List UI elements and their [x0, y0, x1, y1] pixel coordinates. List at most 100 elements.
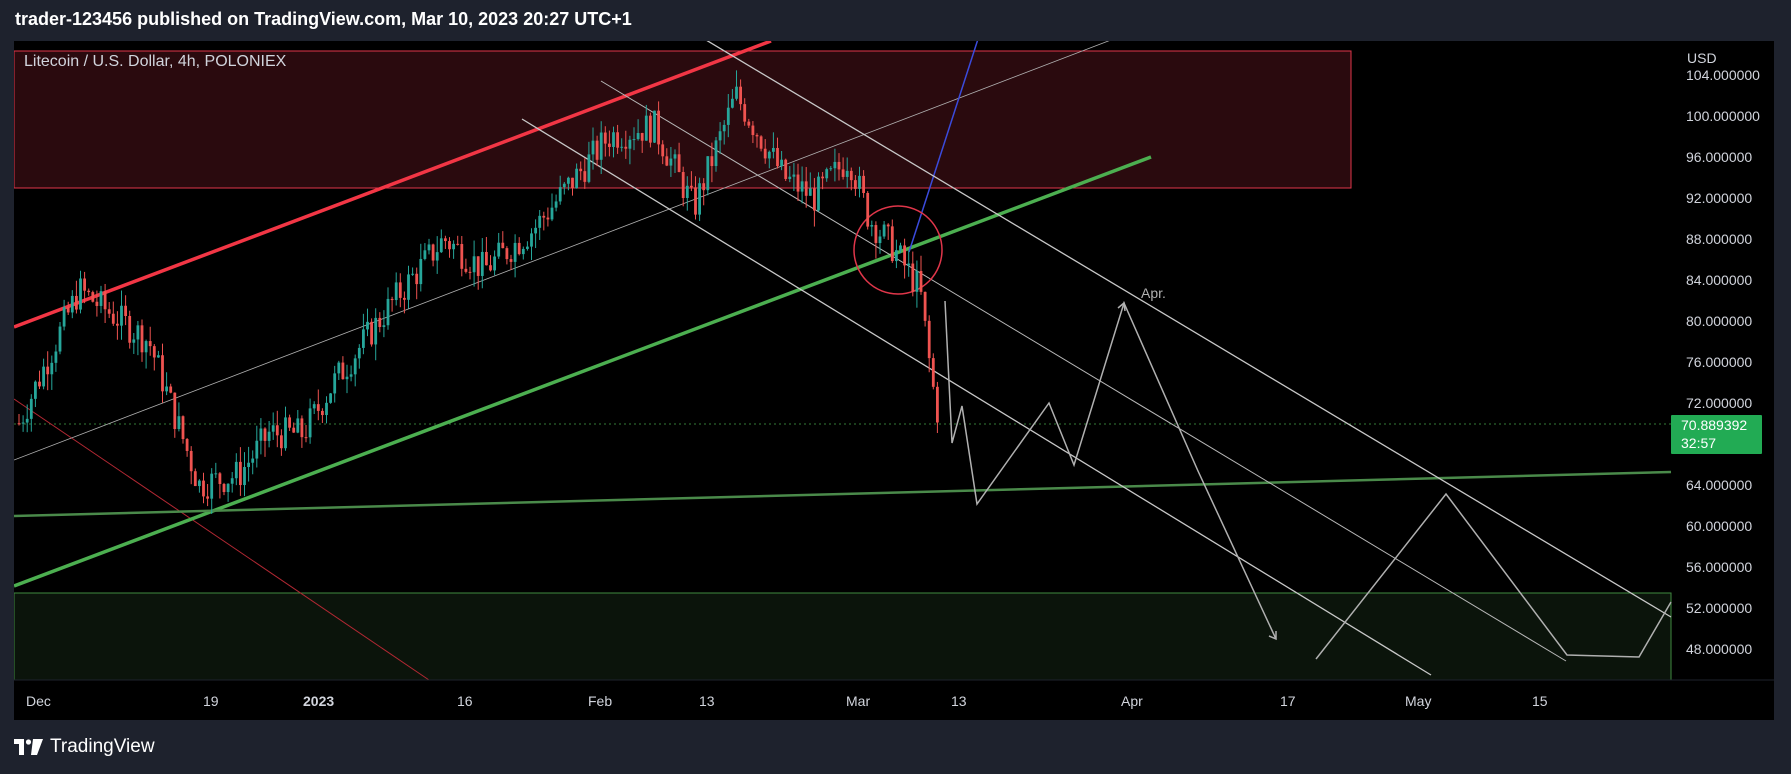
candle-body	[116, 323, 119, 326]
candle-body	[919, 270, 923, 292]
resistance-zone[interactable]	[14, 50, 1352, 189]
candle-body	[58, 326, 62, 352]
candles-layer[interactable]	[17, 70, 939, 514]
candle-body	[189, 450, 193, 472]
candle-body	[427, 244, 431, 251]
candle-body	[353, 358, 357, 375]
red-channel-bottom[interactable]	[14, 398, 430, 681]
candle-body	[870, 225, 874, 227]
candle-body	[644, 115, 648, 141]
candle-body	[271, 425, 275, 432]
descending-channel-3[interactable]	[521, 118, 1432, 676]
candle-body	[210, 473, 214, 499]
candle-body	[411, 273, 414, 275]
candle-body	[747, 121, 751, 126]
projection-path-1[interactable]	[944, 300, 1277, 640]
candle-body	[899, 245, 902, 251]
candle-body	[107, 309, 111, 314]
candle-body	[854, 180, 857, 189]
price-tick-label: 72.000000	[1686, 395, 1752, 411]
candle-body	[735, 86, 738, 99]
candle-body	[808, 188, 812, 196]
red-channel-top[interactable]	[14, 41, 772, 329]
candle-body	[226, 483, 230, 493]
candle-body	[546, 217, 550, 220]
candle-body	[239, 461, 242, 486]
candle-body	[890, 226, 894, 262]
candle-body	[767, 151, 771, 159]
candle-body	[849, 170, 853, 181]
projection-arrowhead-apr	[1117, 301, 1126, 312]
candle-body	[534, 227, 537, 234]
candle-body	[579, 168, 583, 172]
candle-body	[825, 169, 829, 179]
candle-body	[218, 473, 222, 485]
candle-body	[349, 374, 353, 377]
candle-body	[620, 146, 624, 148]
candle-body	[157, 355, 160, 358]
candle-body	[841, 169, 845, 177]
breakdown-circle[interactable]	[853, 205, 943, 295]
candle-body	[362, 329, 365, 348]
green-horizontal-support[interactable]	[14, 470, 1672, 518]
chart-pane[interactable]: Apr. Litecoin / U.S. Dollar, 4h, POLONIE…	[14, 41, 1774, 720]
candle-body	[636, 133, 640, 140]
candle-body	[821, 176, 824, 179]
symbol-title: Litecoin / U.S. Dollar, 4h, POLONIEX	[24, 53, 287, 70]
time-axis[interactable]: Dec 19 2023 16 Feb 13 Mar 13 Apr 17 May 15	[26, 693, 1548, 709]
candle-body	[46, 366, 50, 375]
candle-body	[460, 244, 464, 269]
candle-body	[886, 224, 890, 227]
candle-body	[800, 181, 804, 192]
candle-body	[694, 187, 697, 215]
candle-body	[575, 168, 578, 189]
candle-body	[21, 422, 25, 424]
candle-body	[784, 159, 788, 179]
candle-body	[480, 251, 484, 276]
candle-body	[759, 136, 763, 149]
tradingview-branding[interactable]: TradingView	[14, 736, 155, 758]
candle-body	[333, 373, 337, 394]
candle-body	[726, 107, 730, 125]
candle-body	[472, 256, 476, 273]
candle-body	[751, 125, 755, 136]
candle-body	[83, 278, 86, 291]
price-chart[interactable]: Apr. Litecoin / U.S. Dollar, 4h, POLONIE…	[14, 41, 1774, 720]
price-tick-label: 52.000000	[1686, 600, 1752, 616]
price-tick-label: 64.000000	[1686, 477, 1752, 493]
candle-body	[497, 242, 501, 257]
candle-body	[173, 392, 177, 430]
candle-body	[780, 159, 783, 167]
time-tick-label: 15	[1532, 693, 1548, 709]
candle-body	[370, 321, 373, 345]
candle-body	[571, 177, 574, 189]
candle-body	[382, 325, 386, 328]
candle-body	[34, 381, 37, 399]
time-tick-label: Dec	[26, 693, 51, 709]
support-zone[interactable]	[14, 592, 1672, 681]
candle-body	[874, 225, 878, 244]
last-price-value: 70.889392	[1681, 417, 1747, 433]
time-tick-label: 13	[699, 693, 715, 709]
price-tick-label: 92.000000	[1686, 190, 1752, 206]
candle-body	[587, 154, 591, 182]
candle-body	[464, 268, 468, 272]
candle-body	[665, 156, 669, 166]
projection-path-2[interactable]	[1315, 492, 1672, 660]
price-axis[interactable]: 104.000000 100.000000 96.000000 92.000000 88…	[1686, 67, 1760, 657]
candle-body	[366, 321, 369, 330]
blue-projection-line[interactable]	[908, 41, 979, 253]
candle-body	[763, 148, 767, 159]
price-tick-label: 100.000000	[1686, 108, 1760, 124]
publisher-header: trader-123456 published on TradingView.c…	[15, 9, 632, 29]
descending-channel-2[interactable]	[600, 80, 1567, 662]
candle-body	[772, 147, 775, 152]
grey-channel-upper[interactable]	[14, 41, 1124, 461]
candle-body	[152, 346, 156, 358]
descending-channel-1[interactable]	[701, 41, 1672, 618]
candle-body	[927, 320, 931, 359]
candle-body	[161, 355, 164, 392]
green-trendline[interactable]	[14, 155, 1152, 588]
time-tick-label: 19	[203, 693, 219, 709]
candle-body	[845, 170, 849, 177]
